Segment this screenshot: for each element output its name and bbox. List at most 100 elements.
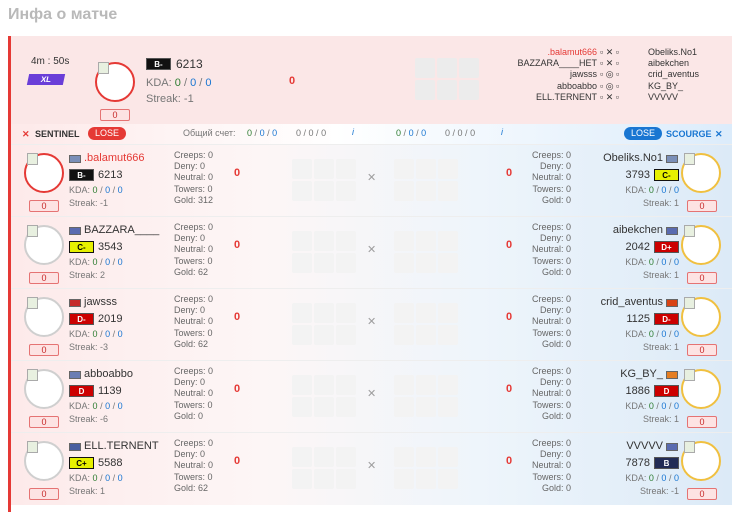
item-grid: [394, 159, 458, 201]
broken-image-icon: [27, 369, 38, 381]
scourge-icon: ✕: [715, 129, 723, 139]
score: 0: [234, 167, 241, 179]
flag-icon: [69, 371, 81, 379]
rank-badge: B-: [146, 58, 171, 70]
rank-badge: C+: [69, 457, 94, 469]
player-name[interactable]: BAZZARA____: [84, 224, 160, 236]
avatar[interactable]: [24, 369, 64, 409]
player-row: 0 jawsss D- 2019 KDA: 0 / 0 / 0 Streak: …: [11, 288, 732, 361]
player-stats: Creeps: 0 Deny: 0 Neutral: 0 Towers: 0 Gold:…: [174, 366, 214, 421]
item-grid: [292, 303, 356, 345]
score: 0: [506, 455, 513, 467]
broken-image-icon: [27, 225, 38, 237]
player-counter: 0: [29, 272, 59, 284]
item-grid: [292, 231, 356, 273]
rating: 1139: [98, 385, 122, 397]
player-counter: 0: [29, 200, 59, 212]
player-stats: Creeps: 0 Deny: 0 Neutral: 0 Towers: 0 Gold:…: [174, 150, 214, 205]
player-name[interactable]: abboabbo: [84, 368, 133, 380]
swords-icon: ✕: [367, 460, 377, 472]
broken-image-icon: [684, 441, 695, 453]
score: 0: [234, 311, 241, 323]
player-name[interactable]: ELL.TERNENT: [84, 440, 159, 452]
sentinel-player-list: .balamut666 BAZZARA____HET jawsss abboab…: [517, 47, 597, 102]
rank-badge: C-: [69, 241, 94, 253]
player-name[interactable]: jawsss: [84, 296, 118, 308]
avatar[interactable]: [681, 225, 721, 265]
player-stats: Creeps: 0 Deny: 0 Neutral: 0 Towers: 0 Gold:…: [174, 438, 214, 493]
score: 0: [506, 383, 513, 395]
flag-icon: [666, 227, 678, 235]
avatar[interactable]: [24, 225, 64, 265]
rating: 3793: [625, 169, 650, 181]
match-card: 4m : 50s XL 0 B- 6213 KDA: 0 / 0 / 0 Str…: [8, 36, 732, 512]
rank-badge: D+: [654, 241, 679, 253]
total-score-a: 0 / 0 / 0: [247, 128, 278, 138]
streak: Streak: -3: [69, 342, 109, 352]
kda: KDA: 0 / 0 / 0: [69, 185, 123, 195]
item-grid: [394, 303, 458, 345]
kda: KDA: 0 / 0 / 0: [625, 473, 679, 483]
player-counter: 0: [687, 272, 717, 284]
xl-badge: XL: [26, 74, 66, 85]
rank-badge: D-: [69, 313, 94, 325]
player-stats: Creeps: 0 Deny: 0 Neutral: 0 Towers: 0 Gold:…: [531, 438, 571, 493]
swords-icon: ✕: [367, 172, 377, 184]
player-name[interactable]: VVVVV: [626, 440, 663, 452]
score: 0: [234, 455, 241, 467]
streak: Streak: 1: [642, 414, 679, 424]
score: 0: [506, 167, 513, 179]
avatar[interactable]: [24, 297, 64, 337]
match-summary: 4m : 50s XL 0 B- 6213 KDA: 0 / 0 / 0 Str…: [11, 36, 732, 124]
streak: Streak: -1: [69, 198, 109, 208]
broken-image-icon: [27, 153, 38, 165]
item-grid: [292, 159, 356, 201]
avatar[interactable]: [681, 441, 721, 481]
flag-icon: [69, 443, 81, 451]
streak: Streak: 1: [642, 198, 679, 208]
score: 0: [506, 311, 513, 323]
avatar[interactable]: [24, 441, 64, 481]
streak: Streak: 1: [642, 342, 679, 352]
broken-image-icon: [98, 62, 109, 74]
avatar[interactable]: [681, 153, 721, 193]
player-name[interactable]: KG_BY_: [620, 368, 663, 380]
avatar[interactable]: [681, 369, 721, 409]
player-name[interactable]: crid_aventus: [600, 296, 663, 308]
flag-icon: [69, 299, 81, 307]
broken-image-icon: [27, 297, 38, 309]
rating: 2019: [98, 313, 123, 325]
rating: 1125: [626, 313, 650, 325]
sentinel-label: SENTINEL: [35, 129, 80, 139]
player-name[interactable]: .balamut666: [84, 152, 145, 164]
total-score-d: 0 / 0 / 0: [445, 128, 476, 138]
kda: KDA: 0 / 0 / 0: [625, 329, 679, 339]
score: 0: [506, 239, 513, 251]
player-counter: 0: [29, 344, 59, 356]
player-stats: Creeps: 0 Deny: 0 Neutral: 0 Towers: 0 Gold:…: [174, 294, 214, 349]
player-counter: 0: [687, 200, 717, 212]
avatar[interactable]: [24, 153, 64, 193]
item-grid: [394, 375, 458, 417]
flag-icon: [69, 155, 81, 163]
flag-icon: [666, 371, 678, 379]
streak: Streak: -1: [639, 486, 679, 496]
avatar[interactable]: [681, 297, 721, 337]
broken-image-icon: [684, 153, 695, 165]
kda: KDA: 0 / 0 / 0: [625, 401, 679, 411]
player-stats: Creeps: 0 Deny: 0 Neutral: 0 Towers: 0 Gold:…: [174, 222, 214, 277]
sentinel-result-badge: LOSE: [88, 127, 127, 140]
rank-badge: D: [69, 385, 94, 397]
avatar[interactable]: [95, 62, 135, 102]
match-timer: 4m : 50s: [31, 56, 70, 67]
player-stats: Creeps: 0 Deny: 0 Neutral: 0 Towers: 0 Gold:…: [531, 222, 571, 277]
player-name[interactable]: Obeliks.No1: [603, 152, 663, 164]
score: 0: [234, 383, 241, 395]
player-row: 0 abboabbo D 1139 KDA: 0 / 0 / 0 Streak:…: [11, 360, 732, 433]
info-icon[interactable]: i: [501, 127, 503, 137]
mini-icons: ▫ ✕ ▫ ▫ ✕ ▫ ▫ ◎ ▫ ▫ ◎ ▫ ▫ ✕ ▫: [600, 47, 620, 102]
kda: KDA: 0 / 0 / 0: [69, 257, 123, 267]
info-icon[interactable]: i: [352, 127, 354, 137]
player-row: 0 .balamut666 B- 6213 KDA: 0 / 0 / 0 Str…: [11, 144, 732, 217]
player-name[interactable]: aibekchen: [612, 224, 663, 236]
